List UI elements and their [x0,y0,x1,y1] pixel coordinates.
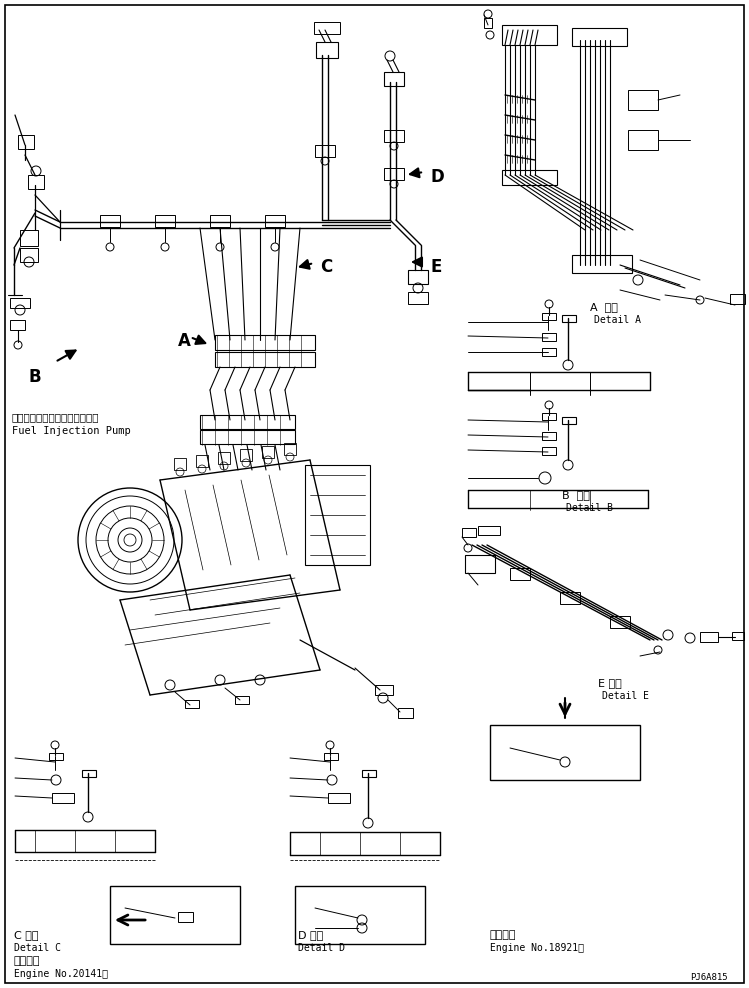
Text: C 詳細: C 詳細 [14,930,38,940]
Bar [572,255,632,273]
Bar [218,452,230,464]
Bar [314,22,340,34]
Bar [196,455,208,467]
Bar [235,696,249,704]
Text: E 詳細: E 詳細 [598,678,622,688]
Bar [628,90,658,110]
Text: Engine No.20141～: Engine No.20141～ [14,969,108,979]
Bar [100,215,120,227]
Bar [465,555,495,573]
Bar [49,753,63,760]
Bar [562,417,576,424]
Bar [408,270,428,284]
Bar [408,292,428,304]
Bar [200,430,295,444]
Text: Detail B: Detail B [566,503,613,513]
Bar [185,700,199,708]
Bar [200,415,295,429]
Text: 適用号機: 適用号機 [490,930,517,940]
Text: D: D [430,168,443,186]
Bar [560,592,580,604]
Bar [215,335,315,350]
Text: E: E [430,258,441,276]
Text: Detail A: Detail A [594,315,641,325]
Bar [484,18,492,28]
Bar [542,432,556,440]
Bar [174,458,186,470]
Text: フェルインジェクションポンプ: フェルインジェクションポンプ [12,412,100,422]
Bar [542,348,556,356]
Bar [295,886,425,944]
Bar [730,294,745,304]
Bar [28,175,44,189]
Bar [315,145,335,157]
Bar [262,446,274,458]
Text: B  詳細: B 詳細 [562,490,590,500]
Bar [110,886,240,944]
Bar [384,72,404,86]
Bar [20,248,38,262]
Bar [316,42,338,58]
Bar [572,28,627,46]
Text: PJ6A815: PJ6A815 [690,973,727,982]
Bar [542,447,556,455]
Bar [510,568,530,580]
Bar [10,320,25,330]
Bar [10,298,30,308]
Bar [490,725,640,780]
Text: Detail D: Detail D [298,943,345,953]
Bar [178,912,193,922]
Bar [375,685,393,695]
Text: C: C [320,258,333,276]
Text: A  詳細: A 詳細 [590,302,618,312]
Bar [384,130,404,142]
Bar [305,465,370,565]
Text: Fuel Injection Pump: Fuel Injection Pump [12,426,131,436]
Bar [284,443,296,455]
Text: D 詳細: D 詳細 [298,930,324,940]
Bar [542,313,556,320]
Bar [502,25,557,45]
Text: A: A [178,332,191,350]
Bar [265,215,285,227]
Bar [82,770,96,777]
Bar [398,708,413,718]
Bar [215,352,315,367]
Bar [328,793,350,803]
Bar [542,413,556,420]
Text: Detail C: Detail C [14,943,61,953]
Bar [502,170,557,185]
Bar [610,616,630,628]
Bar [700,632,718,642]
Bar [52,793,74,803]
Text: Engine No.18921～: Engine No.18921～ [490,943,584,953]
Bar [462,528,476,537]
Bar [362,770,376,777]
Bar [628,130,658,150]
Bar [20,230,38,246]
Bar [562,315,576,322]
Bar [210,215,230,227]
Text: B: B [28,368,40,386]
Bar [155,215,175,227]
Bar [324,753,338,760]
Bar [542,333,556,341]
Bar [18,135,34,149]
Bar [478,526,500,535]
Text: 適用号機: 適用号機 [14,956,40,966]
Text: Detail E: Detail E [602,691,649,701]
Bar [384,168,404,180]
Bar [240,449,252,461]
Bar [732,632,744,640]
